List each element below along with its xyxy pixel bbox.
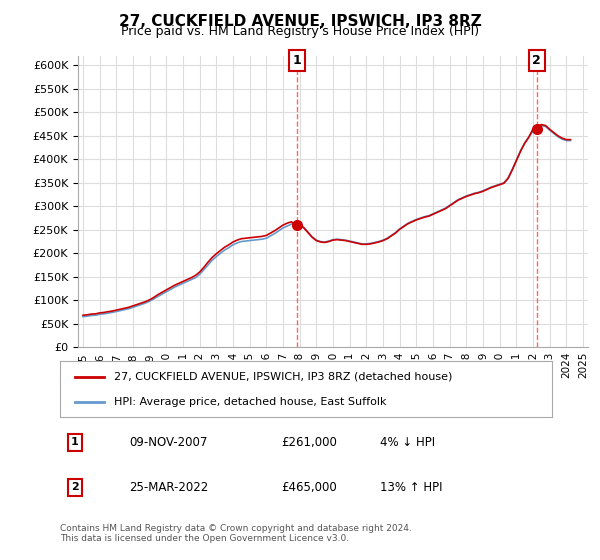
Text: 4% ↓ HPI: 4% ↓ HPI bbox=[380, 436, 435, 449]
Text: £261,000: £261,000 bbox=[281, 436, 337, 449]
Text: 13% ↑ HPI: 13% ↑ HPI bbox=[380, 480, 442, 494]
Text: 27, CUCKFIELD AVENUE, IPSWICH, IP3 8RZ: 27, CUCKFIELD AVENUE, IPSWICH, IP3 8RZ bbox=[119, 14, 481, 29]
Text: 1: 1 bbox=[293, 54, 302, 67]
Text: 25-MAR-2022: 25-MAR-2022 bbox=[129, 480, 208, 494]
Text: 27, CUCKFIELD AVENUE, IPSWICH, IP3 8RZ (detached house): 27, CUCKFIELD AVENUE, IPSWICH, IP3 8RZ (… bbox=[114, 372, 452, 382]
Text: 2: 2 bbox=[71, 482, 79, 492]
Text: HPI: Average price, detached house, East Suffolk: HPI: Average price, detached house, East… bbox=[114, 396, 386, 407]
Text: Price paid vs. HM Land Registry's House Price Index (HPI): Price paid vs. HM Land Registry's House … bbox=[121, 25, 479, 38]
Text: 2: 2 bbox=[532, 54, 541, 67]
Text: 1: 1 bbox=[71, 437, 79, 447]
Text: £465,000: £465,000 bbox=[281, 480, 337, 494]
Text: 09-NOV-2007: 09-NOV-2007 bbox=[129, 436, 207, 449]
Text: Contains HM Land Registry data © Crown copyright and database right 2024.
This d: Contains HM Land Registry data © Crown c… bbox=[60, 524, 412, 543]
